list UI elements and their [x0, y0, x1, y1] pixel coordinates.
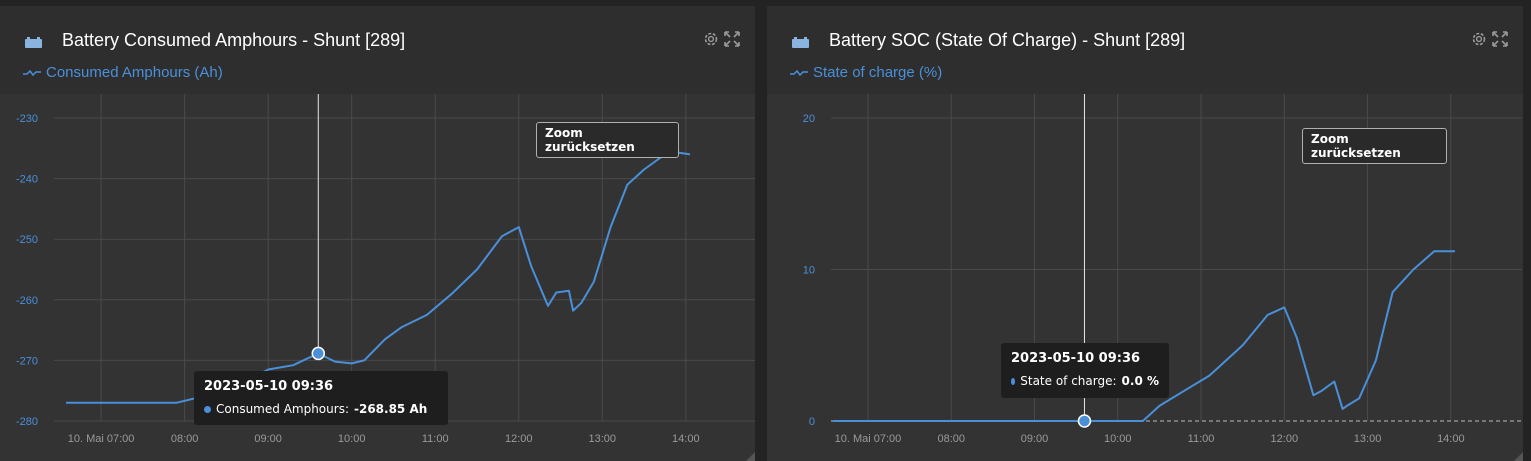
legend-label: Consumed Amphours (Ah) — [46, 64, 223, 81]
legend-item[interactable]: State of charge (%) — [789, 64, 942, 81]
battery-icon — [792, 37, 809, 48]
tooltip-date: 2023-05-10 09:36 — [204, 379, 334, 394]
gear-icon[interactable] — [1470, 30, 1488, 48]
tooltip-date: 2023-05-10 09:36 — [1011, 351, 1141, 366]
y-tick-label: 10 — [803, 265, 815, 277]
x-tick-label: 14:00 — [672, 433, 700, 445]
x-tick-label: 13:00 — [1354, 433, 1382, 445]
tooltip-row: Consumed Amphours: -268.85 Ah — [204, 402, 438, 416]
x-tick-label: 13:00 — [589, 433, 617, 445]
series-dot-icon — [1011, 377, 1016, 385]
battery-icon — [25, 37, 42, 48]
y-tick-label: -250 — [16, 234, 38, 246]
line-series-icon — [23, 69, 41, 76]
panel-title: Battery SOC (State Of Charge) - Shunt [2… — [829, 30, 1186, 50]
chart-area[interactable]: 10. Mai 07:00 08:00 09:00 10:00 11:00 12:00 13… — [0, 94, 755, 461]
panel-title: Battery Consumed Amphours - Shunt [289] — [62, 30, 406, 50]
x-tick-label: 12:00 — [1271, 433, 1299, 445]
x-tick-label: 09:00 — [1021, 433, 1049, 445]
hover-marker — [311, 346, 326, 361]
chart-panel-soc: Battery SOC (State Of Charge) - Shunt [2… — [767, 6, 1523, 461]
panel-header: Battery SOC (State Of Charge) - Shunt [2… — [767, 6, 1523, 94]
tooltip-label: Consumed Amphours: — [216, 402, 349, 416]
expand-icon[interactable] — [723, 30, 741, 48]
legend-label: State of charge (%) — [813, 64, 943, 81]
y-tick-label: -270 — [16, 355, 38, 367]
panel-tools — [1470, 30, 1509, 48]
resize-handle[interactable] — [1514, 452, 1523, 461]
x-tick-label: 09:00 — [254, 433, 282, 445]
series-line — [66, 150, 691, 404]
chart-panel-amphours: Battery Consumed Amphours - Shunt [289] … — [0, 6, 755, 461]
line-series-icon — [790, 69, 808, 76]
chart-area[interactable]: 10. Mai 07:00 08:00 09:00 10:00 11:00 12:00 13… — [767, 94, 1523, 461]
x-tick-label: 10. Mai 07:00 — [68, 433, 135, 445]
y-tick-label: -240 — [16, 174, 38, 186]
x-tick-label: 11:00 — [1188, 433, 1215, 445]
x-tick-label: 08:00 — [171, 433, 199, 445]
x-tick-label: 10:00 — [1104, 433, 1132, 445]
x-tick-label: 10. Mai 07:00 — [835, 433, 902, 445]
series-dot-icon — [204, 405, 211, 413]
y-tick-label: -230 — [16, 113, 38, 125]
x-tick-label: 12:00 — [505, 433, 533, 445]
gear-icon[interactable] — [702, 30, 720, 48]
tooltip-value: 0.0 % — [1121, 374, 1159, 388]
x-tick-label: 08:00 — [937, 433, 965, 445]
y-tick-label: -260 — [16, 295, 38, 307]
expand-icon[interactable] — [1491, 30, 1509, 48]
y-tick-label: 0 — [809, 416, 815, 428]
x-tick-label: 14:00 — [1437, 433, 1465, 445]
tooltip: 2023-05-10 09:36 State of charge: 0.0 % — [1001, 343, 1169, 398]
panel-header: Battery Consumed Amphours - Shunt [289] … — [0, 6, 755, 94]
hover-marker — [1077, 414, 1092, 428]
y-tick-label: 20 — [803, 113, 815, 125]
panel-tools — [702, 30, 741, 48]
tooltip-row: State of charge: 0.0 % — [1011, 374, 1159, 388]
zoom-reset-button[interactable]: Zoom zurücksetzen — [1302, 128, 1447, 164]
tooltip-value: -268.85 Ah — [353, 402, 428, 416]
line-chart[interactable]: 10. Mai 07:00 08:00 09:00 10:00 11:00 12:00 13… — [0, 94, 755, 461]
x-tick-label: 10:00 — [338, 433, 366, 445]
line-chart[interactable]: 10. Mai 07:00 08:00 09:00 10:00 11:00 12:00 13… — [767, 94, 1523, 461]
y-tick-label: -280 — [16, 416, 38, 428]
legend-item[interactable]: Consumed Amphours (Ah) — [22, 64, 223, 81]
resize-handle[interactable] — [746, 452, 755, 461]
tooltip-label: State of charge: — [1020, 374, 1117, 388]
zoom-reset-button[interactable]: Zoom zurücksetzen — [536, 122, 679, 158]
x-tick-label: 11:00 — [422, 433, 449, 445]
tooltip: 2023-05-10 09:36 Consumed Amphours: -268… — [194, 371, 448, 425]
